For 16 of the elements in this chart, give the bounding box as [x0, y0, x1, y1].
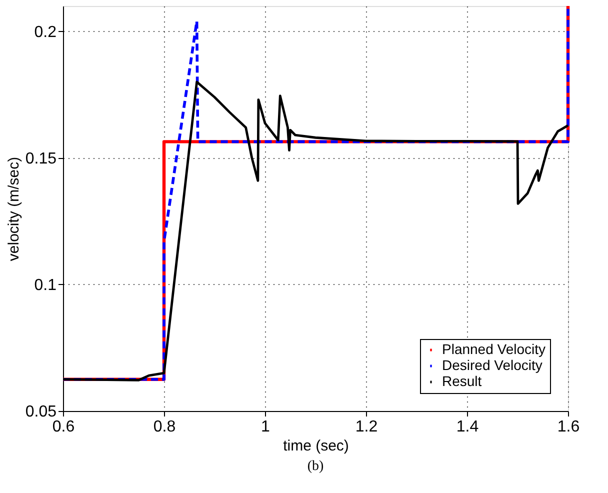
x-tick-label: 1	[261, 418, 270, 436]
y-tick-label: 0.15	[25, 150, 57, 168]
x-tick-label: 1.2	[355, 418, 378, 436]
x-tick-label: 0.8	[153, 418, 176, 436]
y-tick-label: 0.2	[34, 24, 57, 41]
y-tick-label: 0.1	[34, 276, 57, 294]
legend-label: Result	[442, 373, 482, 389]
legend-label: Desired Velocity	[442, 357, 542, 373]
y-axis-title: velocity (m/sec)	[5, 156, 22, 262]
y-tick-label: 0.05	[25, 404, 57, 420]
x-tick-label: 1.4	[456, 418, 479, 436]
legend-label: Planned Velocity	[442, 341, 546, 357]
x-tick-label: 0.6	[52, 418, 75, 436]
x-axis-title: time (sec)	[283, 438, 349, 454]
text: (b)	[307, 459, 324, 474]
x-tick-label: 1.6	[557, 418, 580, 436]
